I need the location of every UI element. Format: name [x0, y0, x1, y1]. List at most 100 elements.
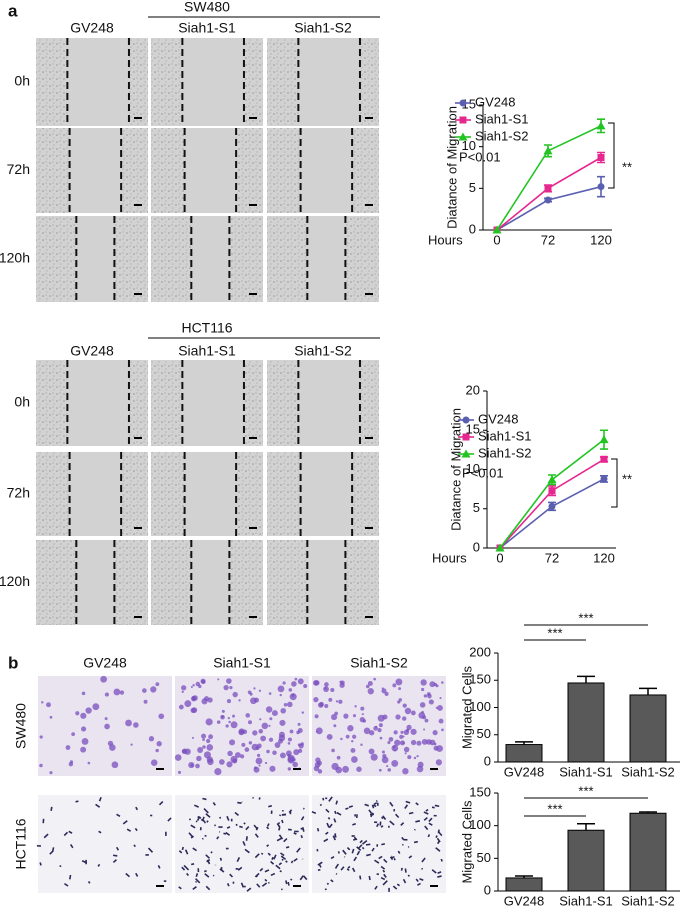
cell [324, 682, 329, 687]
cell [368, 748, 375, 755]
cell [191, 736, 194, 739]
cell [328, 823, 333, 829]
cell [196, 816, 201, 821]
cell [437, 871, 442, 874]
cell [429, 681, 436, 688]
cell [201, 698, 208, 705]
cell [217, 678, 220, 681]
cell [92, 703, 100, 711]
cell [364, 803, 369, 807]
cell [192, 847, 197, 852]
cell [303, 683, 308, 689]
cell [285, 846, 290, 849]
cell [130, 743, 133, 746]
cell [316, 760, 322, 766]
cell [266, 844, 270, 847]
row-label: HCT116 [13, 818, 29, 869]
cell [421, 710, 424, 714]
cell-region [267, 360, 299, 446]
cell [104, 717, 108, 721]
cell [258, 729, 264, 734]
cell-region [267, 38, 299, 126]
cell [181, 866, 186, 871]
cell [441, 681, 444, 684]
cell [245, 836, 248, 841]
cell [247, 720, 253, 725]
cell [219, 868, 225, 873]
cell [367, 688, 374, 695]
bar [567, 829, 605, 892]
error-bar [639, 687, 657, 695]
cell [155, 748, 159, 753]
cell [335, 700, 339, 703]
legend-label: Siah1-S1 [478, 428, 531, 443]
cell [326, 822, 330, 828]
cell [415, 802, 419, 806]
y-axis-label: Diatance of Migration [444, 106, 459, 229]
cell [95, 803, 101, 808]
cell [81, 860, 87, 864]
cell [279, 719, 286, 726]
cell [226, 815, 230, 821]
cell [226, 883, 230, 887]
legend-label: GV248 [478, 411, 518, 426]
cell [245, 713, 251, 718]
y-tick-label: 10 [466, 461, 480, 476]
cell [264, 878, 268, 882]
cell [248, 741, 253, 745]
cell [178, 850, 183, 854]
cell [427, 693, 432, 699]
cell [423, 811, 429, 815]
cell [261, 722, 269, 730]
cell-region [236, 452, 263, 536]
cell [68, 874, 72, 880]
cell [381, 816, 384, 820]
cell [204, 873, 210, 878]
cell [345, 807, 349, 810]
cell [401, 836, 405, 841]
cell-region [151, 38, 183, 126]
cell-region [151, 128, 185, 213]
cell [410, 739, 417, 746]
cell [342, 849, 347, 855]
cell [434, 804, 440, 808]
cell [361, 846, 365, 850]
cell [135, 806, 139, 811]
cell [50, 806, 53, 811]
cell [431, 806, 435, 809]
cell [184, 849, 189, 855]
cell [365, 684, 370, 689]
row-label: 0h [14, 73, 30, 89]
bar [567, 682, 605, 763]
cell [352, 822, 356, 826]
cell [49, 850, 54, 855]
cell [374, 885, 378, 890]
annotation: P<0.01 [459, 149, 501, 164]
cell-line-header: SW480 [184, 0, 230, 15]
cell [280, 888, 283, 891]
cell-region [151, 360, 183, 446]
cell [440, 858, 443, 862]
cell [327, 816, 331, 820]
cell [158, 800, 164, 806]
cell-region [229, 540, 263, 625]
cell [402, 768, 409, 775]
data-point [600, 475, 608, 483]
cell-region [36, 360, 68, 446]
cell [232, 691, 238, 698]
cell [405, 800, 411, 804]
cell [256, 753, 261, 758]
cell [253, 766, 260, 773]
cell [287, 737, 292, 742]
cell [437, 840, 441, 845]
cell [388, 736, 394, 742]
row-label: 72h [7, 485, 30, 501]
data-point [548, 502, 556, 510]
cell [195, 878, 201, 884]
cell [278, 827, 281, 831]
cell [80, 712, 87, 719]
cell [219, 857, 223, 861]
cell [392, 885, 398, 890]
y-axis-label: Migrated Cells [459, 800, 474, 884]
cell [354, 705, 357, 708]
